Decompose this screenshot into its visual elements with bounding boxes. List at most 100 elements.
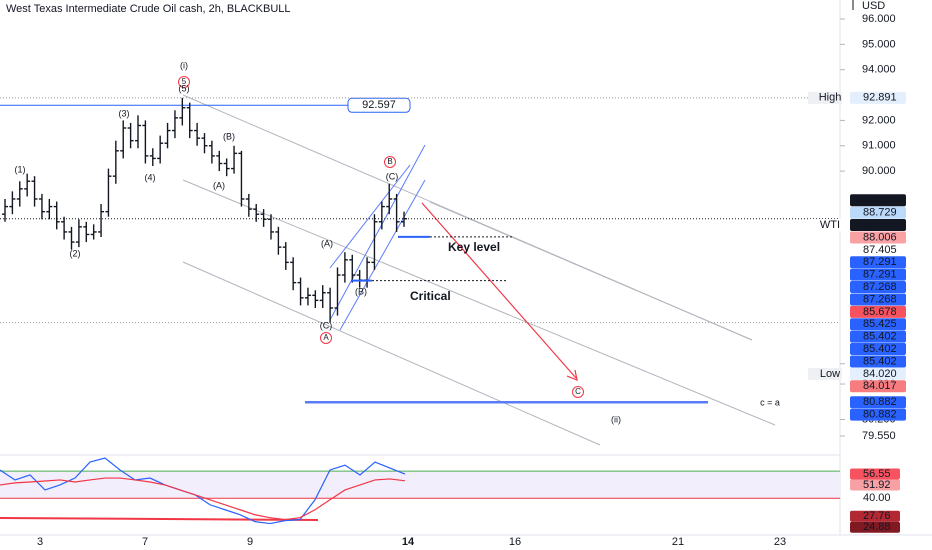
price-label-box bbox=[850, 281, 906, 294]
price-label-box bbox=[850, 330, 906, 343]
price-label-box bbox=[850, 219, 906, 232]
y-tick-label: 95.000 bbox=[862, 38, 896, 50]
rsi-label-box bbox=[850, 468, 900, 480]
wave-label: (3) bbox=[119, 108, 130, 118]
price-label-box bbox=[850, 343, 906, 356]
wave-label: (ii) bbox=[611, 414, 621, 424]
wave-label: (i) bbox=[180, 60, 188, 70]
price-label: 87.268 bbox=[863, 281, 897, 293]
price-tag: Low bbox=[820, 368, 840, 380]
price-label: 88.122 bbox=[863, 219, 897, 231]
rsi-label-box bbox=[850, 492, 900, 504]
price-label: 85.678 bbox=[863, 306, 897, 318]
wave-label: (C) bbox=[320, 320, 333, 330]
channel-lines bbox=[182, 94, 776, 446]
price-label: 85.402 bbox=[863, 343, 897, 355]
x-tick-label: 16 bbox=[509, 536, 521, 548]
price-tag: High bbox=[819, 92, 842, 104]
up-channel bbox=[329, 144, 426, 331]
rsi-label: 27.76 bbox=[863, 510, 891, 522]
price-label: 85.402 bbox=[863, 331, 897, 343]
wave-circle bbox=[320, 332, 332, 344]
y-tick-label: 94.000 bbox=[862, 64, 896, 76]
price-label: 87.405 bbox=[863, 244, 897, 256]
wave-label: (1) bbox=[15, 164, 26, 174]
wave-label: (2) bbox=[70, 248, 81, 258]
price-label: 85.425 bbox=[863, 318, 897, 330]
rsi-band bbox=[0, 471, 840, 499]
rsi-label-box bbox=[850, 510, 900, 522]
price-label: 92.891 bbox=[863, 92, 897, 104]
y-tick-label: 92.000 bbox=[862, 114, 896, 126]
price-label-box bbox=[850, 243, 906, 256]
price-label: 87.291 bbox=[863, 269, 897, 281]
wave-label: A bbox=[323, 333, 329, 342]
wave-label: (4) bbox=[145, 172, 156, 182]
wave-label: (5) bbox=[179, 83, 190, 93]
price-label: 80.882 bbox=[863, 409, 897, 421]
wave-label: B bbox=[387, 157, 392, 166]
y-tick-label: 90.000 bbox=[862, 165, 896, 177]
wave-label: 5 bbox=[182, 77, 187, 86]
wave-circle bbox=[572, 386, 584, 398]
wave-label: Key level bbox=[448, 240, 500, 254]
price-label-box bbox=[850, 355, 906, 368]
rsi-divergence bbox=[0, 517, 319, 521]
rsi-line bbox=[0, 477, 406, 521]
rsi-label: 40.00 bbox=[863, 492, 891, 504]
price-label-box bbox=[850, 318, 906, 331]
rsi-label: 24.88 bbox=[863, 521, 891, 533]
price-tag: WTI bbox=[820, 219, 840, 231]
rsi-label: 51.92 bbox=[863, 479, 891, 491]
price-label: 87.268 bbox=[863, 293, 897, 305]
x-tick-label: 14 bbox=[402, 536, 415, 548]
price-label: 85.402 bbox=[863, 355, 897, 367]
wave-label: C bbox=[575, 387, 581, 396]
y-tick-label: 96.000 bbox=[862, 13, 896, 25]
price-label-box bbox=[850, 380, 906, 393]
currency: USD bbox=[862, 0, 885, 12]
wave-label: (B) bbox=[355, 286, 367, 296]
price-label-box bbox=[850, 206, 906, 219]
x-tick-label: 9 bbox=[247, 536, 253, 548]
price-label-box bbox=[850, 367, 906, 380]
tag-box bbox=[808, 219, 842, 232]
price-label: 84.020 bbox=[863, 368, 897, 380]
projection-arrow bbox=[421, 202, 578, 381]
wave-label: c = a bbox=[760, 397, 780, 407]
wave-circle bbox=[178, 76, 190, 88]
wave-circle bbox=[384, 156, 396, 168]
price-label: 80.882 bbox=[863, 396, 897, 408]
x-tick-label: 7 bbox=[142, 536, 148, 548]
price-label: 88.850 bbox=[863, 194, 897, 206]
price-label: 88.729 bbox=[863, 207, 897, 219]
rsi-label: 56.55 bbox=[863, 468, 891, 480]
wave-label: (A) bbox=[321, 238, 333, 248]
tag-box bbox=[808, 91, 842, 104]
price-label-box bbox=[850, 256, 906, 269]
price-label: 87.291 bbox=[863, 256, 897, 268]
rsi-label-box bbox=[850, 521, 900, 533]
wave-label: (C) bbox=[386, 171, 399, 181]
chart-title: West Texas Intermediate Crude Oil cash, … bbox=[6, 3, 291, 15]
price-label: 88.006 bbox=[863, 231, 897, 243]
price-label-box bbox=[850, 194, 906, 207]
wave-label: Critical bbox=[410, 289, 451, 303]
y-tick-label: 91.000 bbox=[862, 140, 896, 152]
wave-label: (B) bbox=[223, 131, 235, 141]
tag-box bbox=[808, 367, 842, 380]
price-label-box bbox=[850, 231, 906, 244]
price-label-box bbox=[850, 268, 906, 281]
x-tick-label: 23 bbox=[774, 536, 786, 548]
x-tick-label: 21 bbox=[672, 536, 684, 548]
rsi-label-box bbox=[850, 479, 900, 491]
price-label-box bbox=[850, 396, 906, 409]
price-label-box bbox=[850, 293, 906, 306]
y-tick-label: 79.550 bbox=[862, 430, 896, 442]
price-label-box bbox=[850, 305, 906, 318]
wave-label: (A) bbox=[213, 180, 225, 190]
price-label: 84.017 bbox=[863, 380, 897, 392]
x-tick-label: 3 bbox=[37, 536, 43, 548]
